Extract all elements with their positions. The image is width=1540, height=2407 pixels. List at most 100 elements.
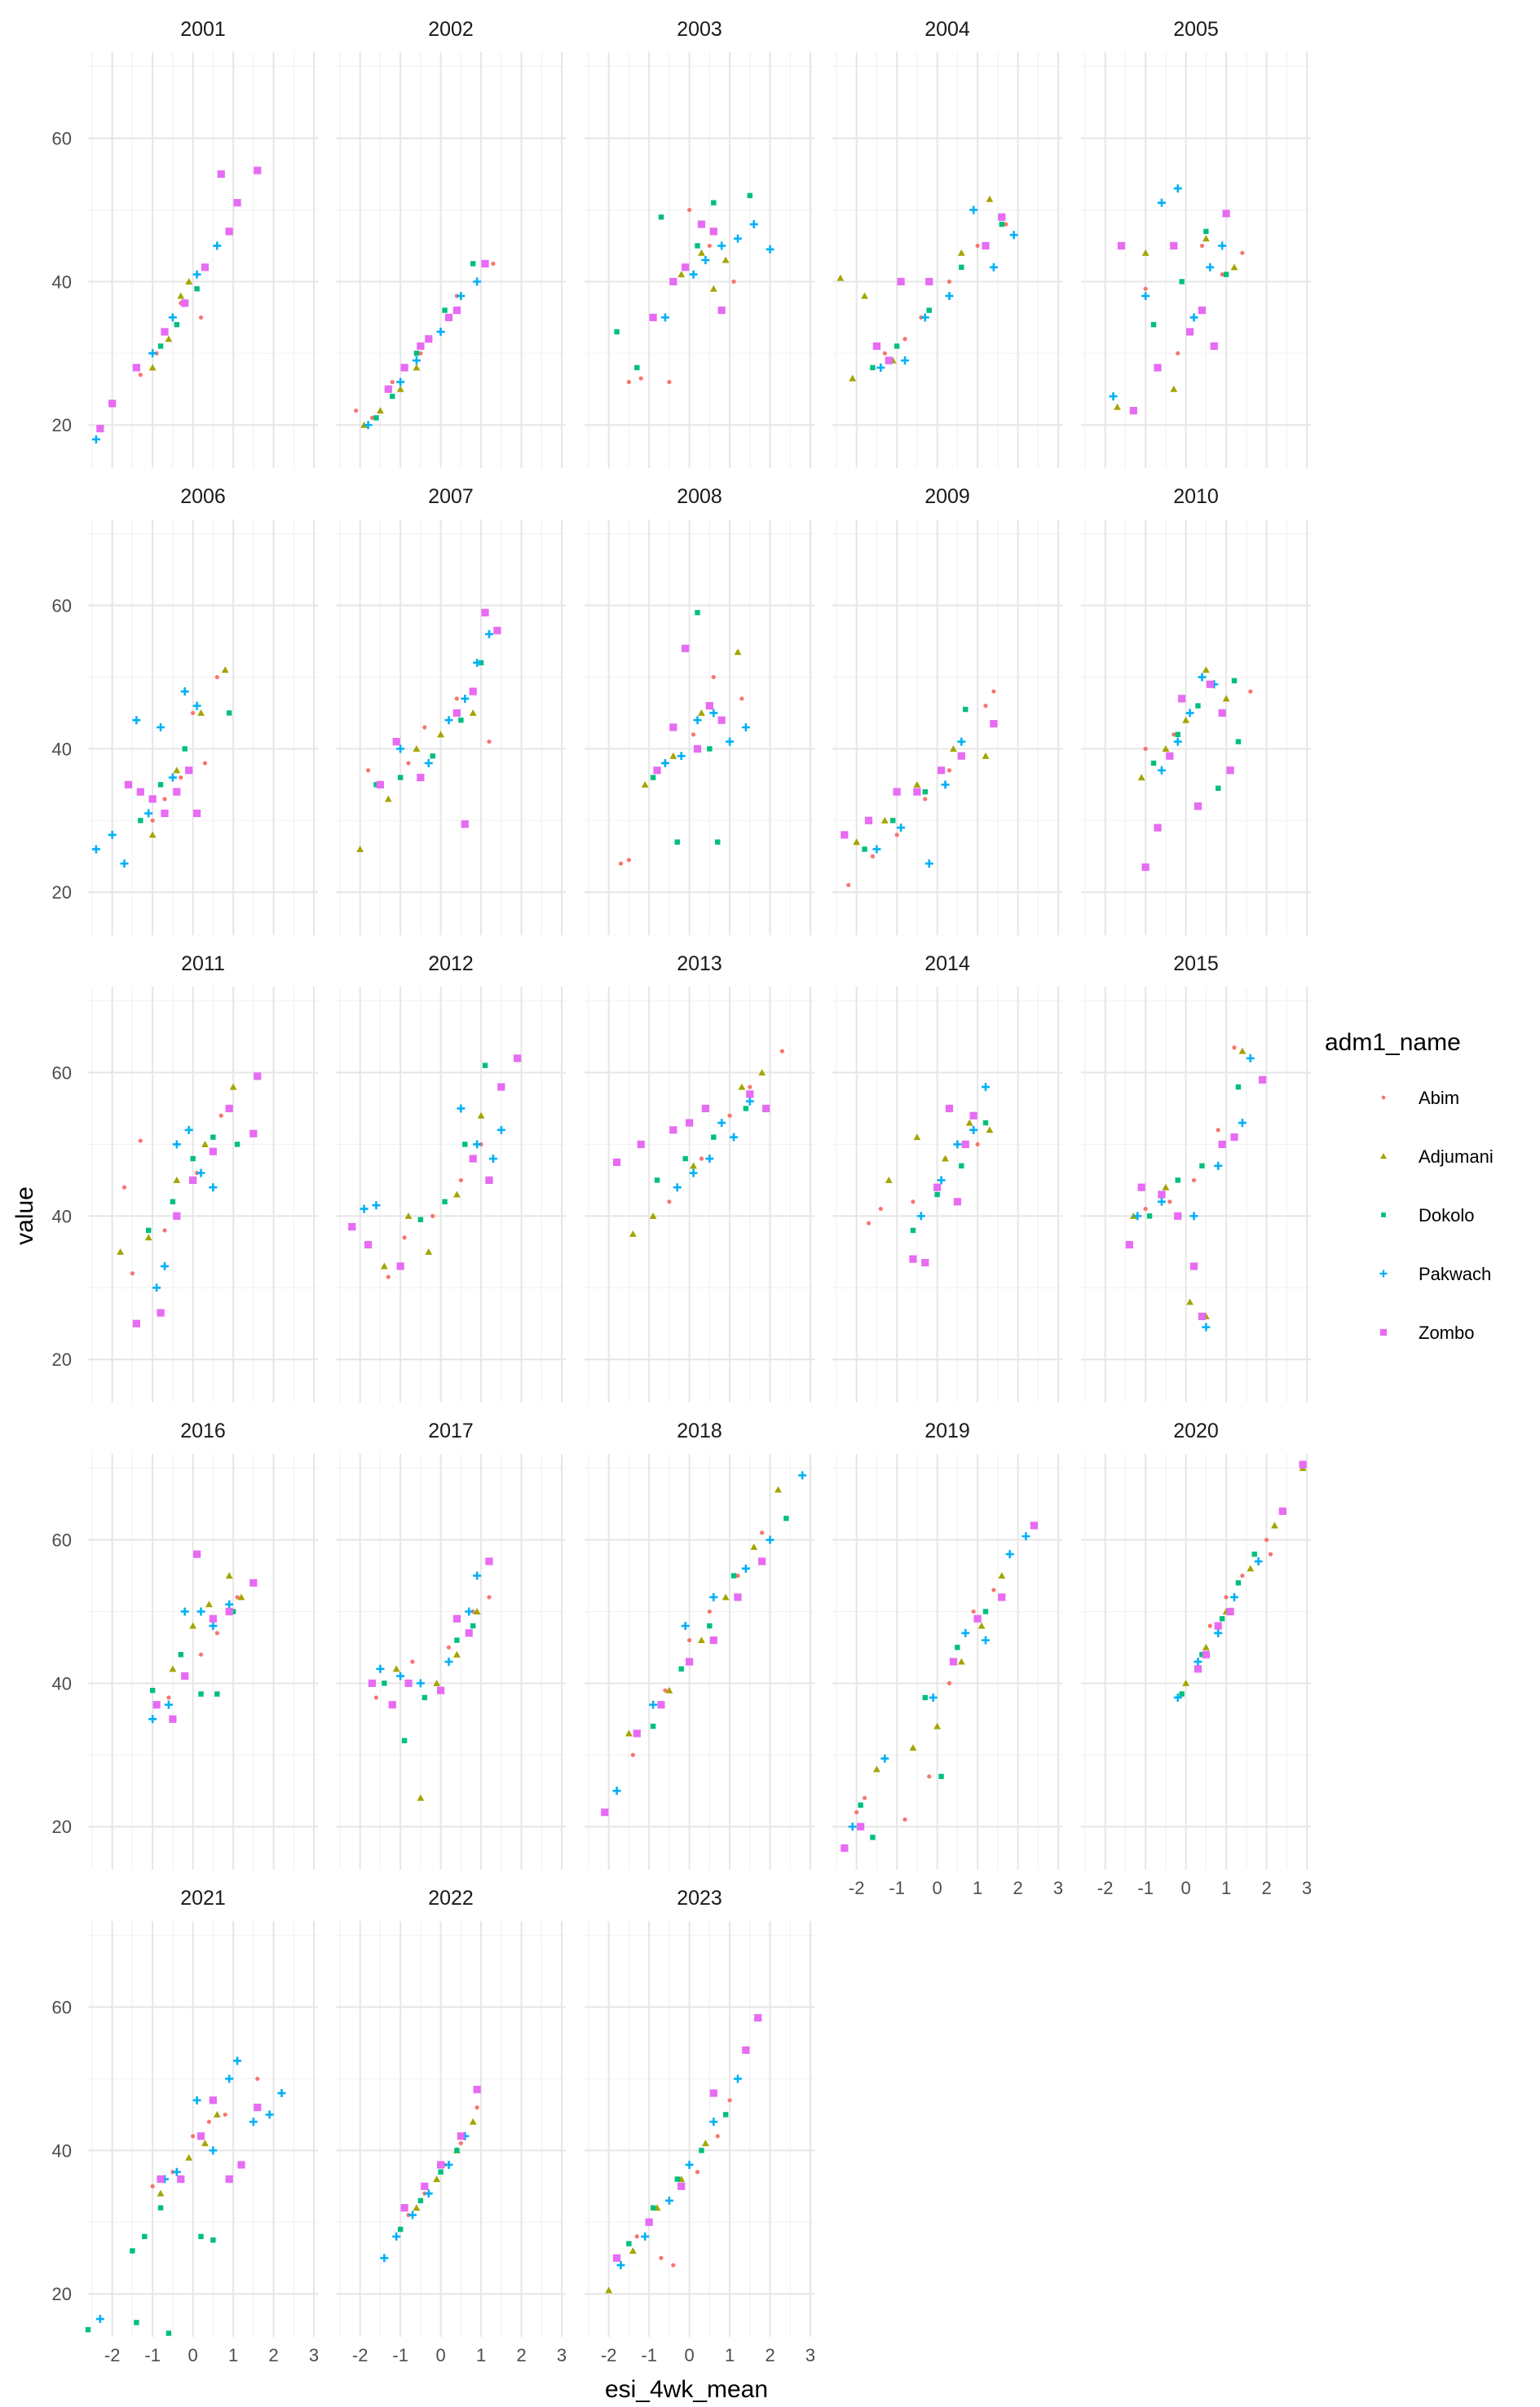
data-point-zombo — [209, 1147, 217, 1155]
data-point-zombo — [717, 306, 726, 315]
data-point-zombo — [481, 259, 489, 267]
data-point-zombo — [132, 364, 140, 372]
data-point-pakwach — [1189, 1212, 1198, 1221]
data-point-abim — [947, 768, 952, 773]
data-point-abim — [1176, 351, 1180, 356]
data-point-zombo — [909, 1255, 917, 1263]
data-point-pakwach — [396, 378, 405, 386]
data-point-pakwach — [172, 1140, 181, 1149]
legend-key-zombo — [1379, 1328, 1388, 1336]
data-point-zombo — [196, 2132, 205, 2140]
data-point-adjumani — [669, 752, 677, 759]
data-point-dokolo — [963, 706, 969, 713]
data-point-adjumani — [698, 1636, 705, 1644]
data-point-zombo — [1194, 802, 1202, 810]
data-point-abim — [695, 2170, 700, 2175]
x-tick-label: -2 — [1097, 1878, 1114, 1898]
data-point-pakwach — [689, 1168, 698, 1177]
facet-panel-2004: 2004 — [832, 18, 1062, 468]
data-point-adjumani — [677, 271, 686, 278]
data-point-adjumani — [861, 292, 868, 299]
data-point-zombo — [201, 263, 210, 272]
data-point-pakwach — [209, 1183, 218, 1192]
data-point-abim — [354, 409, 359, 413]
data-point-zombo — [953, 1198, 961, 1206]
data-point-pakwach — [473, 1140, 482, 1149]
data-point-abim — [1248, 689, 1253, 694]
data-point-abim — [691, 732, 696, 737]
data-point-dokolo — [695, 243, 700, 249]
data-point-abim — [150, 2184, 155, 2188]
data-point-zombo — [1117, 241, 1126, 250]
data-point-pakwach — [1238, 1119, 1247, 1128]
x-tick-label: 3 — [1053, 1878, 1063, 1898]
data-point-dokolo — [462, 1142, 468, 1147]
data-point-dokolo — [959, 1163, 964, 1169]
data-point-dokolo — [614, 329, 620, 335]
facet-panel-2014: 2014 — [832, 952, 1062, 1402]
data-point-pakwach — [424, 2189, 433, 2198]
data-point-dokolo — [654, 1177, 660, 1183]
data-point-dokolo — [438, 2169, 443, 2175]
data-point-dokolo — [454, 1637, 460, 1643]
legend-item-dokolo: Dokolo — [1381, 1205, 1474, 1226]
data-point-abim — [1216, 1128, 1220, 1133]
data-point-dokolo — [634, 364, 640, 371]
facet-panel-2011: 2011 20 40 60 — [52, 952, 318, 1402]
facet-panel-2017: 2017 — [336, 1420, 566, 1870]
facet-panel-2018: 2018 — [585, 1420, 814, 1870]
data-point-pakwach — [741, 1564, 750, 1573]
data-point-abim — [1143, 1206, 1148, 1212]
data-point-zombo — [209, 2096, 217, 2104]
data-point-dokolo — [85, 2327, 91, 2333]
data-point-adjumani — [698, 709, 705, 716]
data-point-zombo — [161, 809, 169, 818]
data-point-zombo — [1299, 1460, 1307, 1468]
data-point-zombo — [1226, 1607, 1234, 1616]
data-point-zombo — [1154, 824, 1162, 832]
data-point-pakwach — [1109, 392, 1118, 401]
data-point-pakwach — [180, 1607, 189, 1616]
data-point-adjumani — [237, 1593, 245, 1601]
data-point-pakwach — [945, 291, 954, 300]
data-point-abim — [731, 279, 736, 284]
data-point-adjumani — [986, 1126, 994, 1133]
data-point-zombo — [998, 213, 1006, 221]
data-point-abim — [369, 415, 375, 421]
data-point-dokolo — [1195, 703, 1201, 709]
data-point-dokolo — [707, 746, 713, 752]
x-tick-label: 2 — [765, 2345, 774, 2365]
data-point-abim — [162, 1228, 167, 1233]
data-point-abim — [1220, 272, 1224, 277]
data-point-pakwach — [457, 1104, 466, 1113]
facet-panel-2006: 2006 20 40 60 — [52, 485, 318, 935]
data-point-zombo — [444, 313, 453, 321]
data-point-zombo — [249, 1129, 258, 1137]
data-point-zombo — [461, 820, 469, 828]
x-tick-label: 0 — [1181, 1878, 1191, 1898]
x-tick-label: -1 — [144, 2345, 161, 2365]
data-point-abim — [707, 1609, 712, 1614]
data-point-zombo — [973, 1614, 982, 1623]
data-point-dokolo — [938, 1773, 944, 1779]
data-point-abim — [402, 1235, 407, 1240]
data-point-pakwach — [1198, 673, 1207, 682]
data-point-zombo — [225, 227, 233, 236]
data-point-pakwach — [1206, 263, 1215, 272]
data-point-zombo — [669, 1126, 677, 1134]
y-tick-label: 40 — [52, 2140, 72, 2161]
data-point-pakwach — [152, 1283, 161, 1292]
data-point-abim — [1224, 1595, 1229, 1600]
data-point-zombo — [1030, 1521, 1038, 1530]
data-point-dokolo — [674, 2176, 680, 2182]
data-point-dokolo — [230, 1609, 236, 1614]
data-point-abim — [707, 243, 712, 249]
data-point-pakwach — [108, 830, 117, 839]
data-point-zombo — [717, 716, 726, 724]
data-point-zombo — [612, 1158, 621, 1167]
data-point-pakwach — [689, 270, 698, 279]
data-point-pakwach — [184, 1125, 193, 1134]
data-point-dokolo — [234, 1142, 240, 1147]
data-point-dokolo — [1216, 785, 1221, 791]
data-point-dokolo — [934, 1191, 940, 1198]
